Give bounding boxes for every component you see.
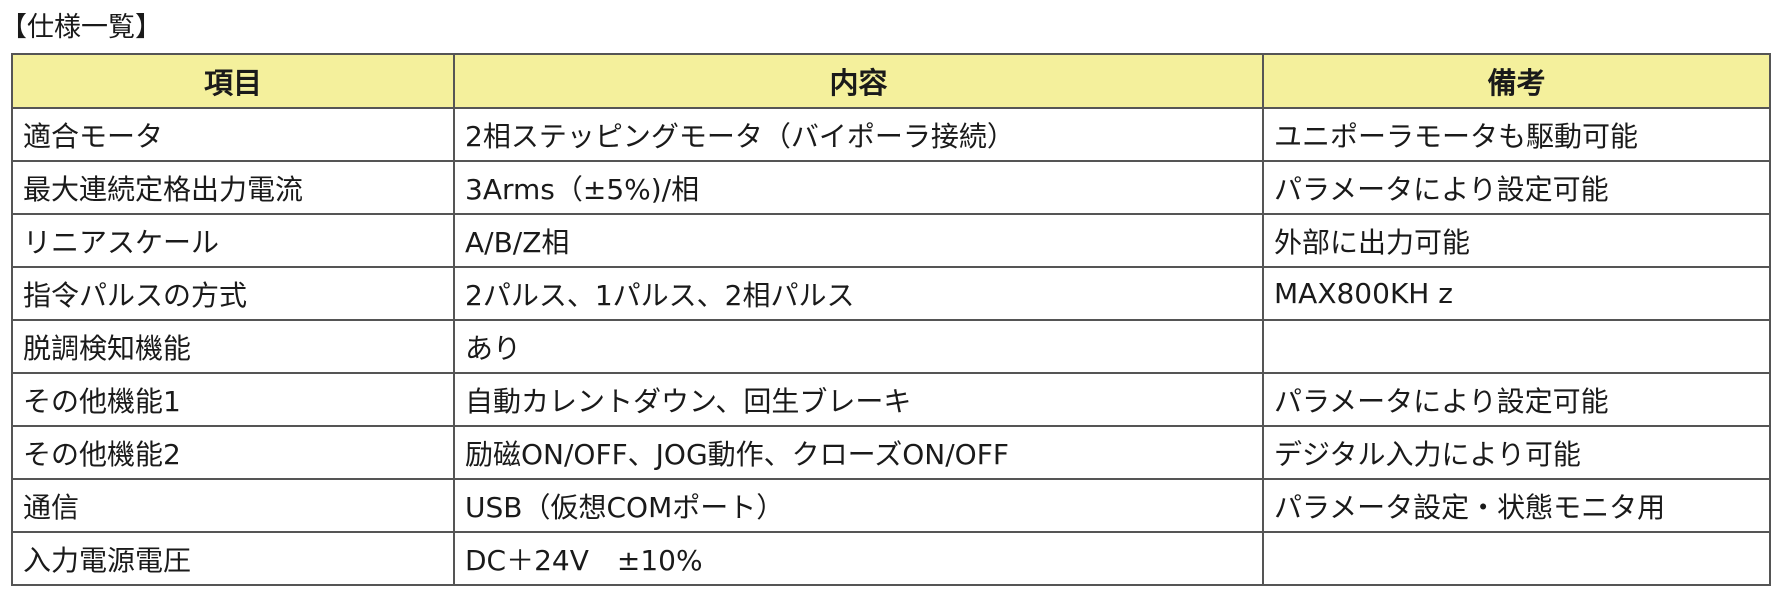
content-cell: A/B/Z相 bbox=[453, 213, 1264, 268]
content-cell: 3Arms（±5%)/相 bbox=[453, 160, 1264, 215]
column-header-remarks: 備考 bbox=[1262, 53, 1771, 109]
content-cell: USB（仮想COMポート） bbox=[453, 478, 1264, 533]
remarks-cell bbox=[1262, 319, 1771, 374]
item-cell: リニアスケール bbox=[11, 213, 455, 268]
item-cell: 通信 bbox=[11, 478, 455, 533]
item-cell: 脱調検知機能 bbox=[11, 319, 455, 374]
item-cell: 入力電源電圧 bbox=[11, 531, 455, 586]
column-header-content: 内容 bbox=[453, 53, 1264, 109]
item-cell: 適合モータ bbox=[11, 107, 455, 162]
content-cell: あり bbox=[453, 319, 1264, 374]
table-row: 脱調検知機能 あり bbox=[11, 319, 1771, 374]
table-row: 最大連続定格出力電流 3Arms（±5%)/相 パラメータにより設定可能 bbox=[11, 160, 1771, 215]
table-header-row: 項目 内容 備考 bbox=[11, 53, 1771, 109]
remarks-cell bbox=[1262, 531, 1771, 586]
table-row: 指令パルスの方式 2パルス、1パルス、2相パルス MAX800KH z bbox=[11, 266, 1771, 321]
table-row: 入力電源電圧 DC＋24V ±10% bbox=[11, 531, 1771, 586]
table-row: 適合モータ 2相ステッピングモータ（バイポーラ接続） ユニポーラモータも駆動可能 bbox=[11, 107, 1771, 162]
remarks-cell: デジタル入力により可能 bbox=[1262, 425, 1771, 480]
remarks-cell: 外部に出力可能 bbox=[1262, 213, 1771, 268]
item-cell: その他機能2 bbox=[11, 425, 455, 480]
content-cell: 自動カレントダウン、回生ブレーキ bbox=[453, 372, 1264, 427]
item-cell: 指令パルスの方式 bbox=[11, 266, 455, 321]
remarks-cell: パラメータにより設定可能 bbox=[1262, 160, 1771, 215]
remarks-cell: MAX800KH z bbox=[1262, 266, 1771, 321]
spec-table: 項目 内容 備考 適合モータ 2相ステッピングモータ（バイポーラ接続） ユニポー… bbox=[11, 53, 1771, 586]
column-header-item: 項目 bbox=[11, 53, 455, 109]
page-title: 【仕様一覧】 bbox=[0, 12, 162, 43]
content-cell: DC＋24V ±10% bbox=[453, 531, 1264, 586]
content-cell: 励磁ON/OFF、JOG動作、クローズON/OFF bbox=[453, 425, 1264, 480]
content-cell: 2パルス、1パルス、2相パルス bbox=[453, 266, 1264, 321]
remarks-cell: パラメータ設定・状態モニタ用 bbox=[1262, 478, 1771, 533]
table-row: リニアスケール A/B/Z相 外部に出力可能 bbox=[11, 213, 1771, 268]
content-cell: 2相ステッピングモータ（バイポーラ接続） bbox=[453, 107, 1264, 162]
remarks-cell: ユニポーラモータも駆動可能 bbox=[1262, 107, 1771, 162]
table-row: その他機能2 励磁ON/OFF、JOG動作、クローズON/OFF デジタル入力に… bbox=[11, 425, 1771, 480]
item-cell: その他機能1 bbox=[11, 372, 455, 427]
item-cell: 最大連続定格出力電流 bbox=[11, 160, 455, 215]
table-row: 通信 USB（仮想COMポート） パラメータ設定・状態モニタ用 bbox=[11, 478, 1771, 533]
remarks-cell: パラメータにより設定可能 bbox=[1262, 372, 1771, 427]
table-row: その他機能1 自動カレントダウン、回生ブレーキ パラメータにより設定可能 bbox=[11, 372, 1771, 427]
